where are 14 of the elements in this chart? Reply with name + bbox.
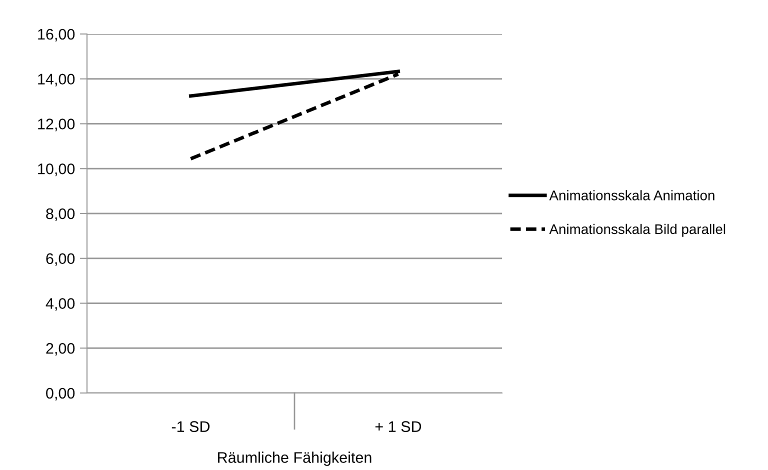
y-tick-label: 10,00 <box>38 163 75 176</box>
legend-label: Animationsskala Animation <box>549 190 714 200</box>
y-tick-label: 4,00 <box>46 298 75 311</box>
y-tick-label: 16,00 <box>38 28 75 42</box>
y-tick-label: 12,00 <box>38 118 75 132</box>
y-tick-label: 14,00 <box>38 74 75 86</box>
x-axis-title: Räumliche Fähigkeiten <box>218 452 372 466</box>
y-tick-label: 2,00 <box>46 342 75 356</box>
x-tick-label: + 1 SD <box>375 421 422 432</box>
y-tick-label: 8,00 <box>46 208 75 221</box>
y-tick-label: 6,00 <box>46 253 75 266</box>
legend-label: Animationsskala Bild parallel <box>549 224 726 237</box>
y-tick-label: 0,00 <box>46 388 75 400</box>
x-tick-label: -1 SD <box>172 421 210 432</box>
